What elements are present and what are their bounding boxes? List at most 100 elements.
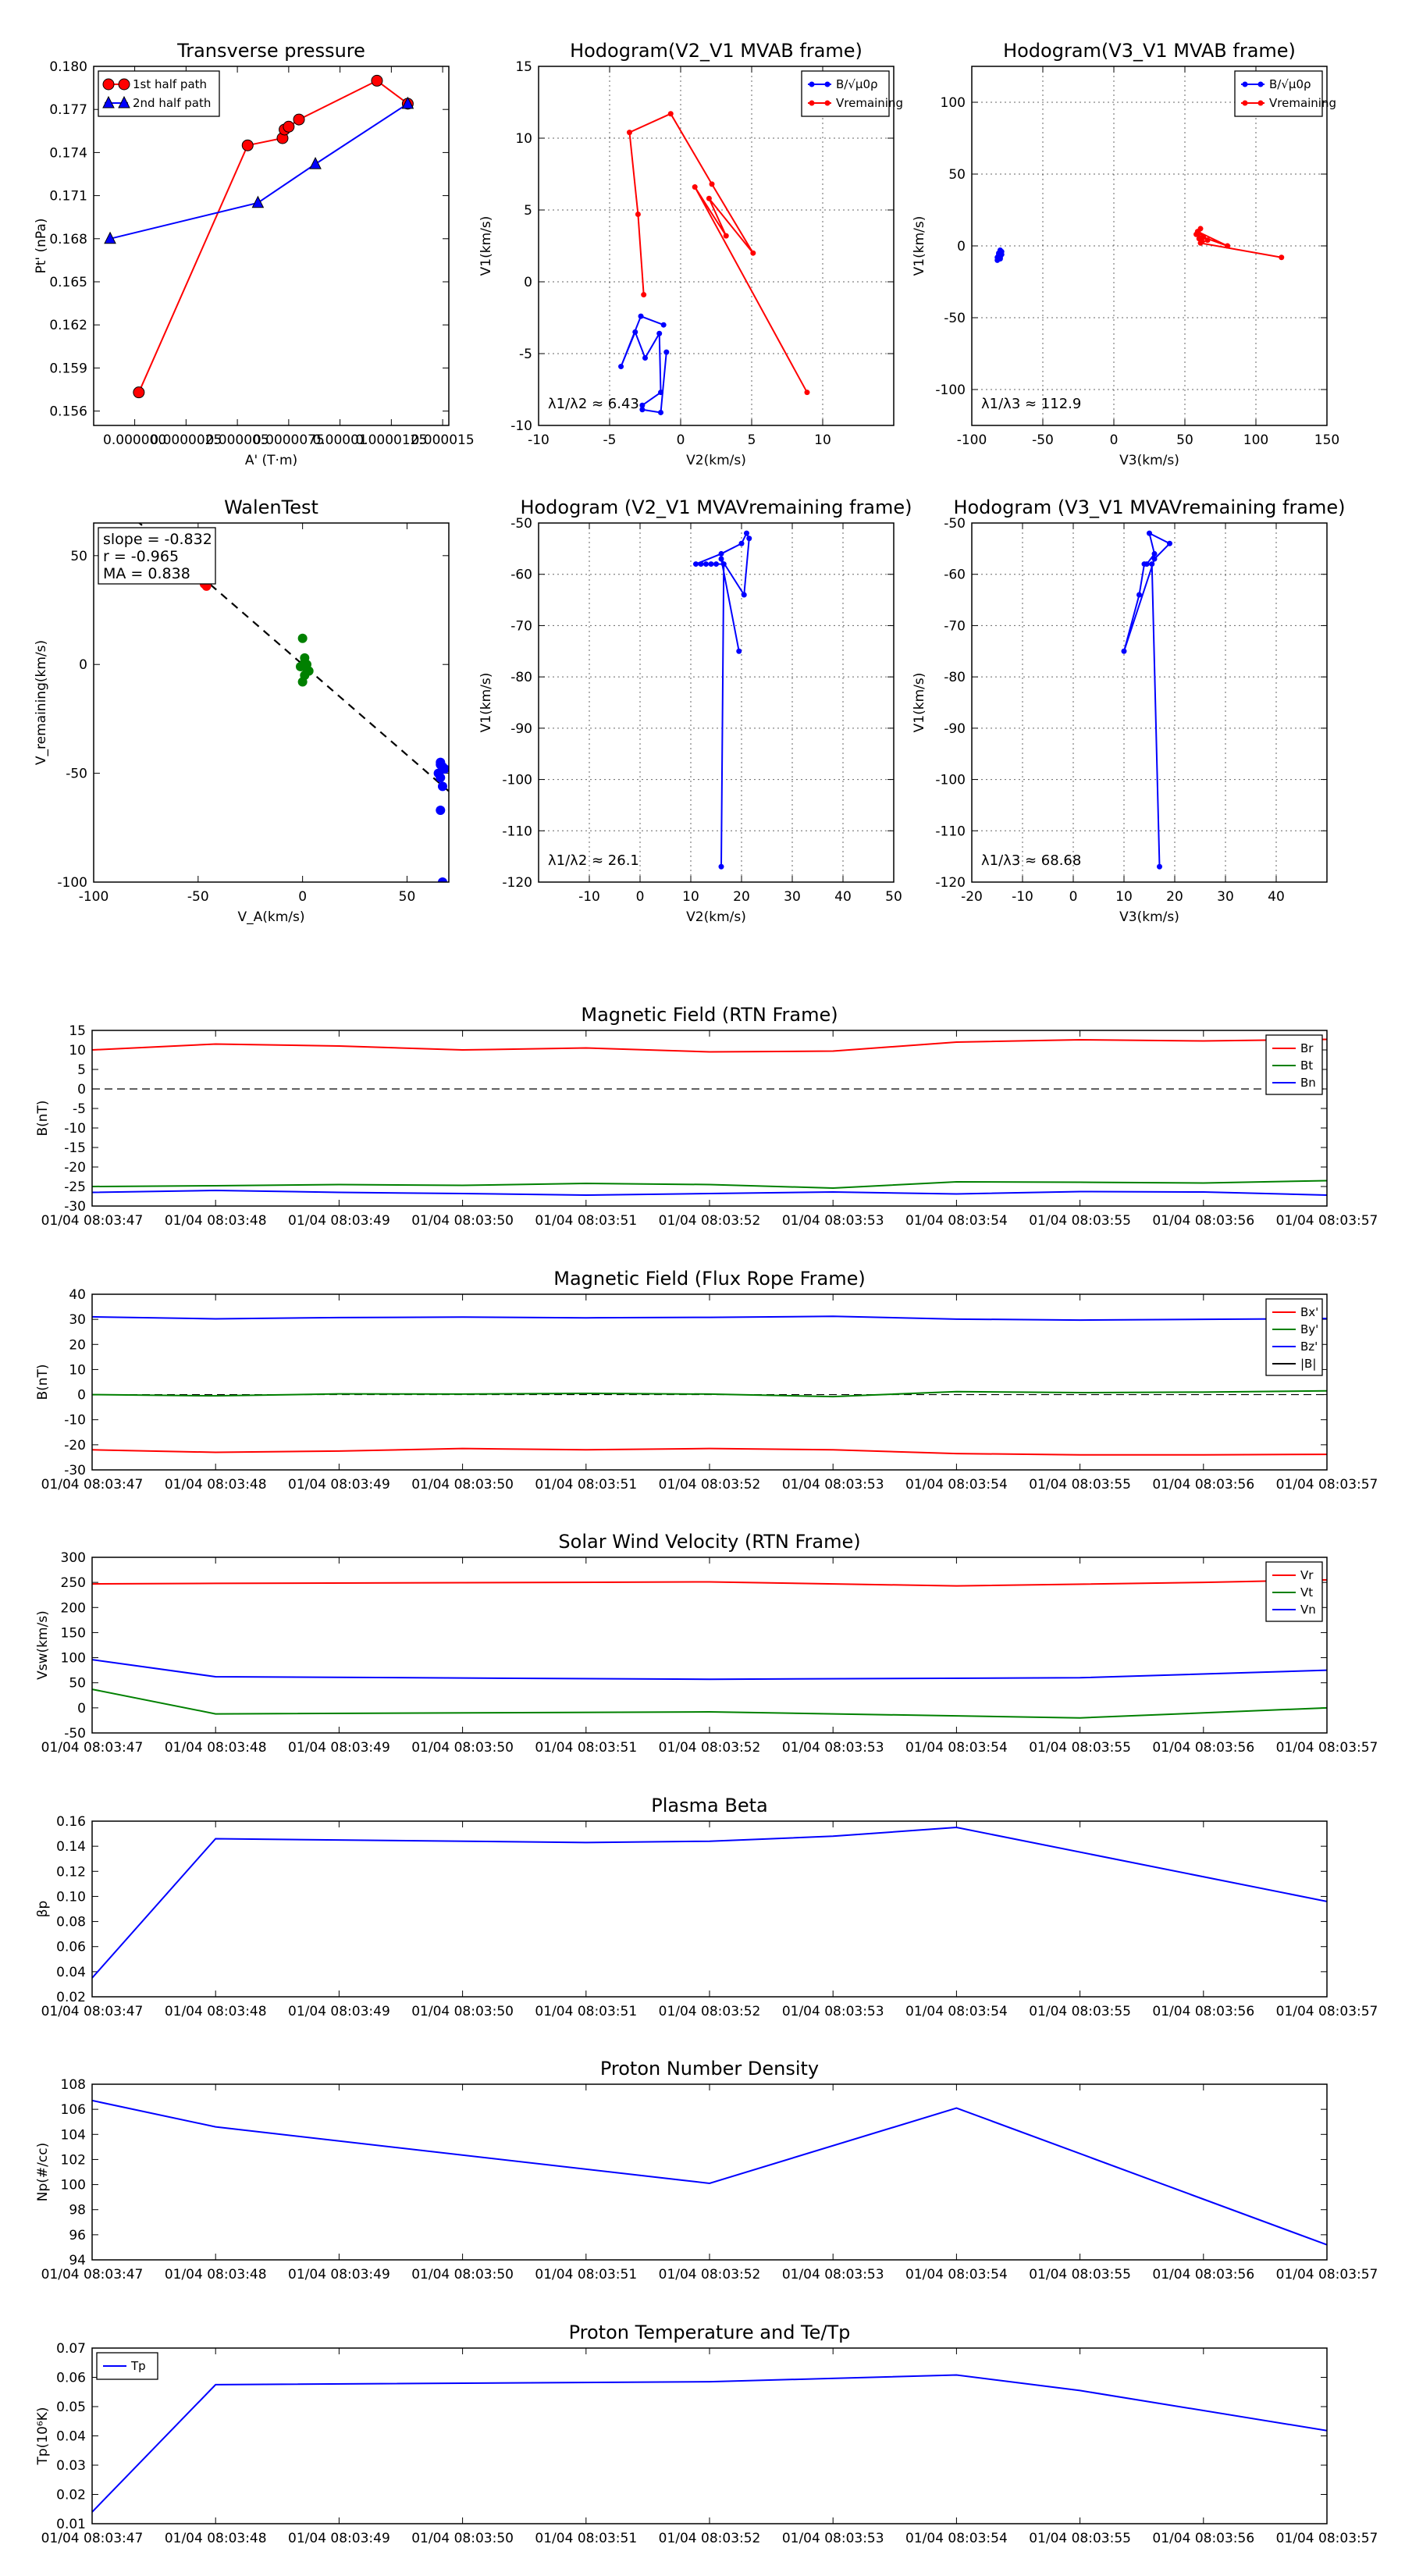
x-axis-label: V_A(km/s) — [237, 909, 304, 925]
data-point — [436, 760, 446, 770]
y-tick-label: 0.168 — [49, 232, 87, 247]
x-tick-label: 01/04 08:03:56 — [1152, 1740, 1254, 1756]
series-line — [92, 2374, 1327, 2513]
plot-frame — [538, 66, 895, 426]
data-point — [718, 550, 724, 557]
data-point — [1151, 550, 1158, 557]
x-tick-label: 01/04 08:03:47 — [41, 2267, 144, 2282]
x-tick-label: 01/04 08:03:57 — [1276, 2004, 1378, 2019]
y-tick-label: -110 — [935, 824, 966, 839]
series-line — [92, 2099, 1327, 2246]
x-tick-label: 5 — [748, 432, 756, 448]
annotation: λ1/λ2 ≈ 6.43 — [548, 396, 639, 412]
x-tick-label: 50 — [885, 889, 902, 905]
x-tick-label: 0.000005 — [206, 432, 269, 448]
chart-title: WalenTest — [224, 496, 318, 518]
x-tick-label: 01/04 08:03:56 — [1152, 1477, 1254, 1493]
x-tick-label: 01/04 08:03:47 — [41, 2531, 144, 2546]
y-axis-label: Tp(10⁶K) — [35, 2407, 51, 2465]
y-tick-label: 94 — [69, 2253, 86, 2268]
x-tick-label: 01/04 08:03:52 — [659, 1740, 761, 1756]
data-point — [1279, 254, 1285, 261]
y-tick-label: -120 — [502, 875, 532, 891]
x-tick-label: -10 — [528, 432, 550, 448]
x-tick-label: 01/04 08:03:56 — [1152, 1213, 1254, 1229]
data-point — [723, 233, 729, 239]
x-tick-label: 01/04 08:03:48 — [165, 2267, 267, 2282]
annotation: λ1/λ3 ≈ 112.9 — [981, 396, 1081, 412]
x-tick-label: 01/04 08:03:52 — [659, 2267, 761, 2282]
legend-label: Vr — [1300, 1568, 1314, 1582]
y-tick-label: -90 — [944, 721, 966, 737]
y-tick-label: 0.162 — [49, 318, 87, 333]
y-tick-label: -50 — [944, 516, 966, 532]
legend-marker — [118, 78, 130, 91]
x-tick-label: 01/04 08:03:51 — [535, 1477, 637, 1493]
legend-marker — [1242, 81, 1248, 87]
y-tick-label: 102 — [61, 2152, 86, 2168]
y-tick-label: 0.01 — [56, 2517, 86, 2532]
y-tick-label: 0.04 — [56, 1965, 86, 1980]
data-point — [1136, 592, 1142, 598]
y-tick-label: -60 — [510, 568, 532, 583]
y-tick-label: -120 — [935, 875, 966, 891]
series-line — [92, 1578, 1327, 1587]
data-point — [639, 407, 646, 413]
x-tick-label: -100 — [957, 432, 987, 448]
y-tick-label: 10 — [69, 1043, 86, 1059]
plot-area — [92, 1827, 1327, 1979]
x-tick-label: 0 — [1110, 432, 1119, 448]
series-line — [92, 1189, 1327, 1197]
data-point — [1157, 863, 1162, 870]
y-axis-label: V1(km/s) — [478, 673, 494, 733]
series-line — [92, 1389, 1327, 1398]
x-tick-label: 01/04 08:03:48 — [165, 1740, 267, 1756]
x-tick-label: 01/04 08:03:53 — [782, 1213, 884, 1229]
x-tick-label: 01/04 08:03:49 — [288, 2531, 390, 2546]
y-tick-label: 200 — [61, 1600, 86, 1616]
data-point — [703, 561, 709, 568]
plot-area — [92, 1578, 1327, 1719]
data-point — [251, 195, 265, 208]
x-tick-label: 01/04 08:03:54 — [905, 1477, 1008, 1493]
data-point — [698, 561, 704, 568]
y-tick-label: -50 — [64, 1726, 86, 1742]
x-tick-label: 01/04 08:03:54 — [905, 1213, 1008, 1229]
x-tick-label: 0.000000 — [103, 432, 166, 448]
plot-area — [104, 74, 414, 399]
stats-box-frame — [98, 527, 216, 585]
x-tick-label: 01/04 08:03:56 — [1152, 2267, 1254, 2282]
y-tick-label: -30 — [64, 1463, 86, 1478]
x-tick-label: 30 — [1217, 889, 1234, 905]
chart-plasma-beta: Plasma Beta 01/04 08:03:47 01/04 08:03:48 0… — [35, 1795, 1378, 2019]
legend-marker — [809, 81, 815, 87]
plot-area — [994, 226, 1285, 263]
legend-frame — [801, 70, 890, 117]
data-point — [708, 561, 714, 568]
y-axis-label: V1(km/s) — [912, 216, 927, 276]
x-tick-label: 01/04 08:03:54 — [905, 2267, 1008, 2282]
x-tick-label: 01/04 08:03:50 — [411, 2531, 514, 2546]
chart-title: Proton Number Density — [600, 2058, 819, 2080]
data-point — [663, 349, 670, 355]
data-point — [632, 329, 638, 335]
x-tick-label: -10 — [578, 889, 600, 905]
legend-frame — [98, 70, 220, 117]
x-tick-label: 01/04 08:03:49 — [288, 2004, 390, 2019]
x-tick-label: 10 — [814, 432, 831, 448]
x-tick-label: 01/04 08:03:55 — [1029, 1740, 1131, 1756]
y-tick-label: 0.06 — [56, 1940, 86, 1955]
x-tick-label: 01/04 08:03:52 — [659, 2004, 761, 2019]
x-tick-label: 20 — [1166, 889, 1183, 905]
data-point — [693, 561, 699, 568]
x-tick-label: 01/04 08:03:50 — [411, 2267, 514, 2282]
chart-transverse-pressure: Transverse pressure0.0000000.00000250.00… — [34, 40, 475, 468]
x-tick-label: 01/04 08:03:51 — [535, 2531, 637, 2546]
chart-title: Hodogram (V2_V1 MVAVremaining frame) — [520, 496, 912, 518]
plot-frame — [91, 1293, 1328, 1471]
stats-line: MA = 0.838 — [103, 565, 190, 582]
x-tick-label: 0.0000075 — [253, 432, 325, 448]
x-tick-label: 01/04 08:03:49 — [288, 1213, 390, 1229]
